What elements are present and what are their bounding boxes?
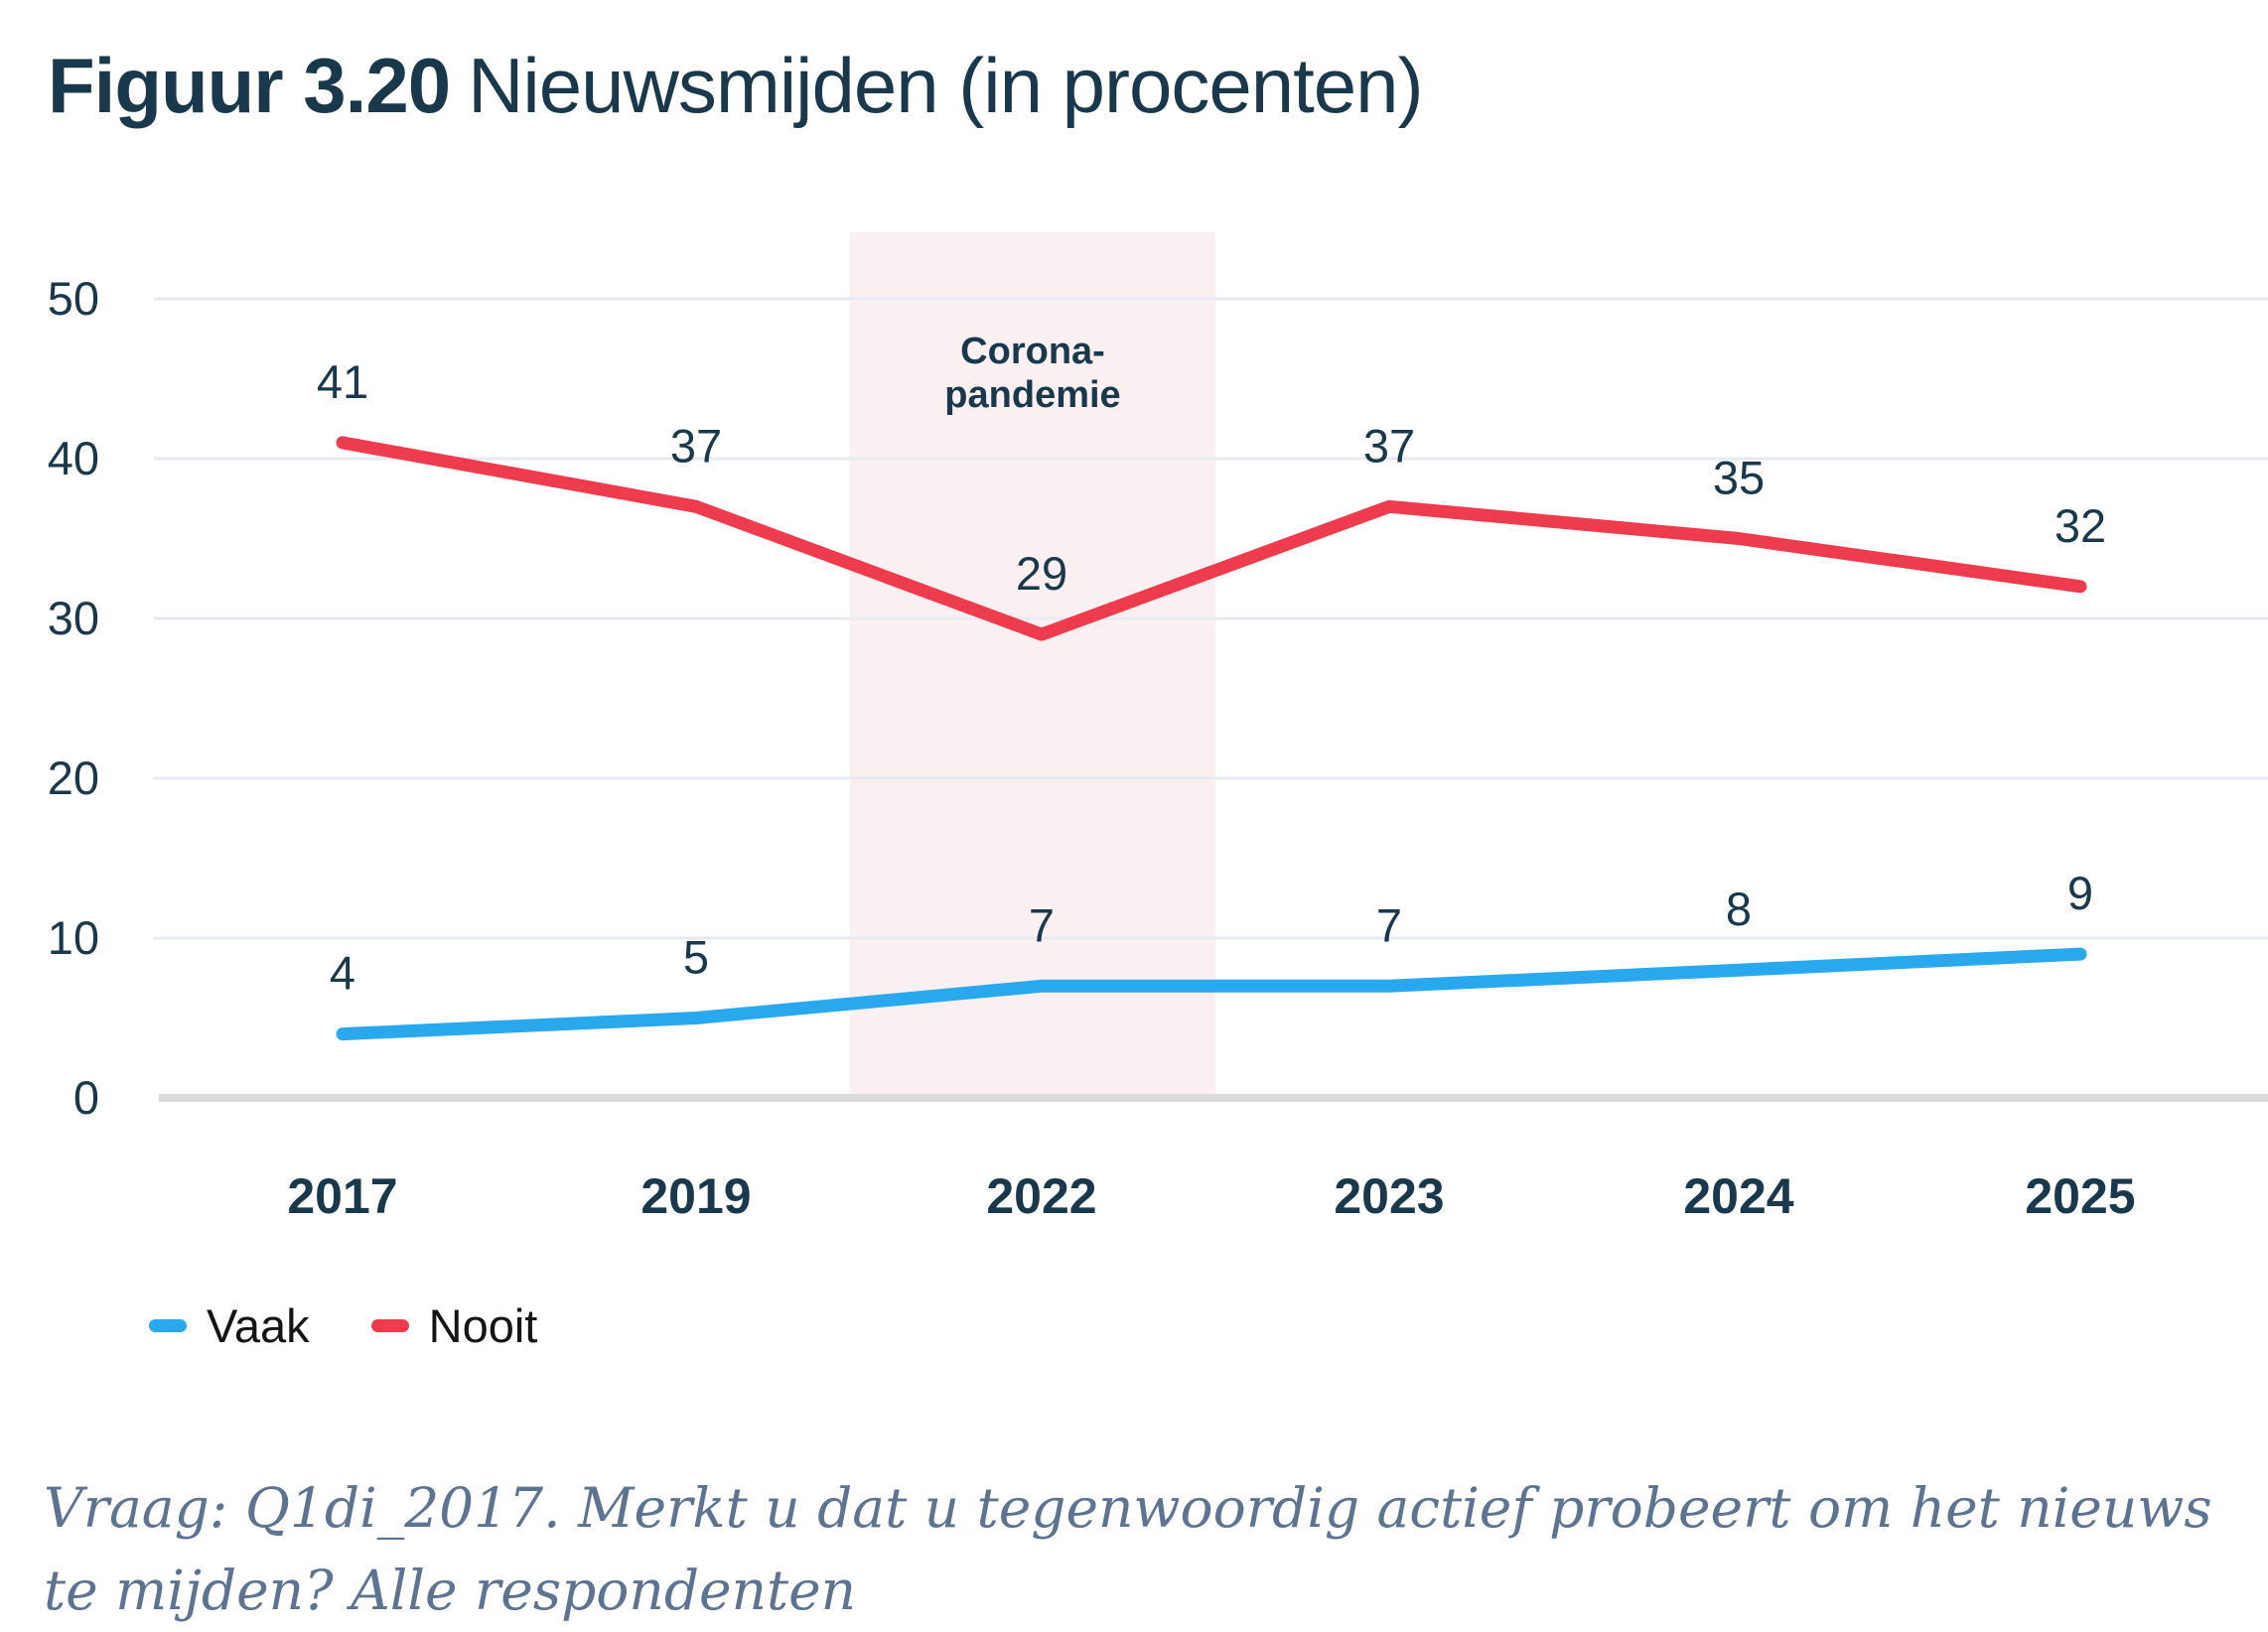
nooit-line-swatch — [370, 1319, 409, 1332]
figure-title-text: Nieuwsmijden (in procenten) — [468, 42, 1423, 129]
y-tick-40: 40 — [48, 432, 99, 484]
data-label-vaak-2023: 7 — [1376, 898, 1402, 951]
corona-annotation-line-2: pandemie — [944, 374, 1120, 416]
data-label-vaak-2024: 8 — [1726, 883, 1752, 935]
x-tick-2024: 2024 — [1683, 1168, 1793, 1224]
data-label-nooit-2022: 29 — [1016, 547, 1067, 600]
series-line-vaak — [336, 947, 2087, 1041]
data-label-vaak-2019: 5 — [683, 931, 709, 984]
x-tick-2019: 2019 — [640, 1168, 751, 1224]
legend-label-vaak: Vaak — [207, 1299, 310, 1352]
y-tick-50: 50 — [48, 272, 99, 325]
data-label-nooit-2024: 35 — [1713, 452, 1765, 504]
data-label-nooit-2017: 41 — [317, 355, 368, 408]
legend-item-vaak: Vaak — [149, 1302, 310, 1349]
legend-item-nooit: Nooit — [370, 1299, 538, 1352]
data-label-nooit-2023: 37 — [1363, 419, 1415, 472]
data-label-vaak-2025: 9 — [2067, 867, 2093, 919]
data-label-nooit-2025: 32 — [2055, 499, 2106, 552]
vaak-line-swatch — [149, 1319, 187, 1332]
figure-caption: Vraag: Q1di_2017. Merkt u dat u tegenwoo… — [44, 1476, 2212, 1622]
y-tick-20: 20 — [48, 751, 99, 804]
x-tick-2023: 2023 — [1334, 1168, 1444, 1224]
corona-annotation-line-1: Corona- — [960, 331, 1105, 372]
data-label-vaak-2017: 4 — [330, 947, 355, 1000]
data-label-nooit-2019: 37 — [670, 419, 722, 472]
x-tick-2025: 2025 — [2025, 1168, 2135, 1224]
x-tick-2017: 2017 — [287, 1168, 397, 1224]
series-line-nooit — [336, 436, 2087, 641]
corona-band-highlight — [850, 232, 1215, 1098]
chart-legend: Vaak Nooit — [149, 1302, 537, 1349]
figure-title: Figuur 3.20 Nieuwsmijden (in procenten) — [48, 42, 1424, 129]
y-tick-30: 30 — [48, 592, 99, 644]
data-label-vaak-2022: 7 — [1029, 898, 1055, 951]
x-tick-2022: 2022 — [986, 1168, 1096, 1224]
figure-number: Figuur 3.20 — [48, 42, 451, 129]
y-tick-0: 0 — [73, 1071, 99, 1124]
legend-label-nooit: Nooit — [428, 1299, 538, 1352]
y-tick-10: 10 — [48, 911, 99, 964]
